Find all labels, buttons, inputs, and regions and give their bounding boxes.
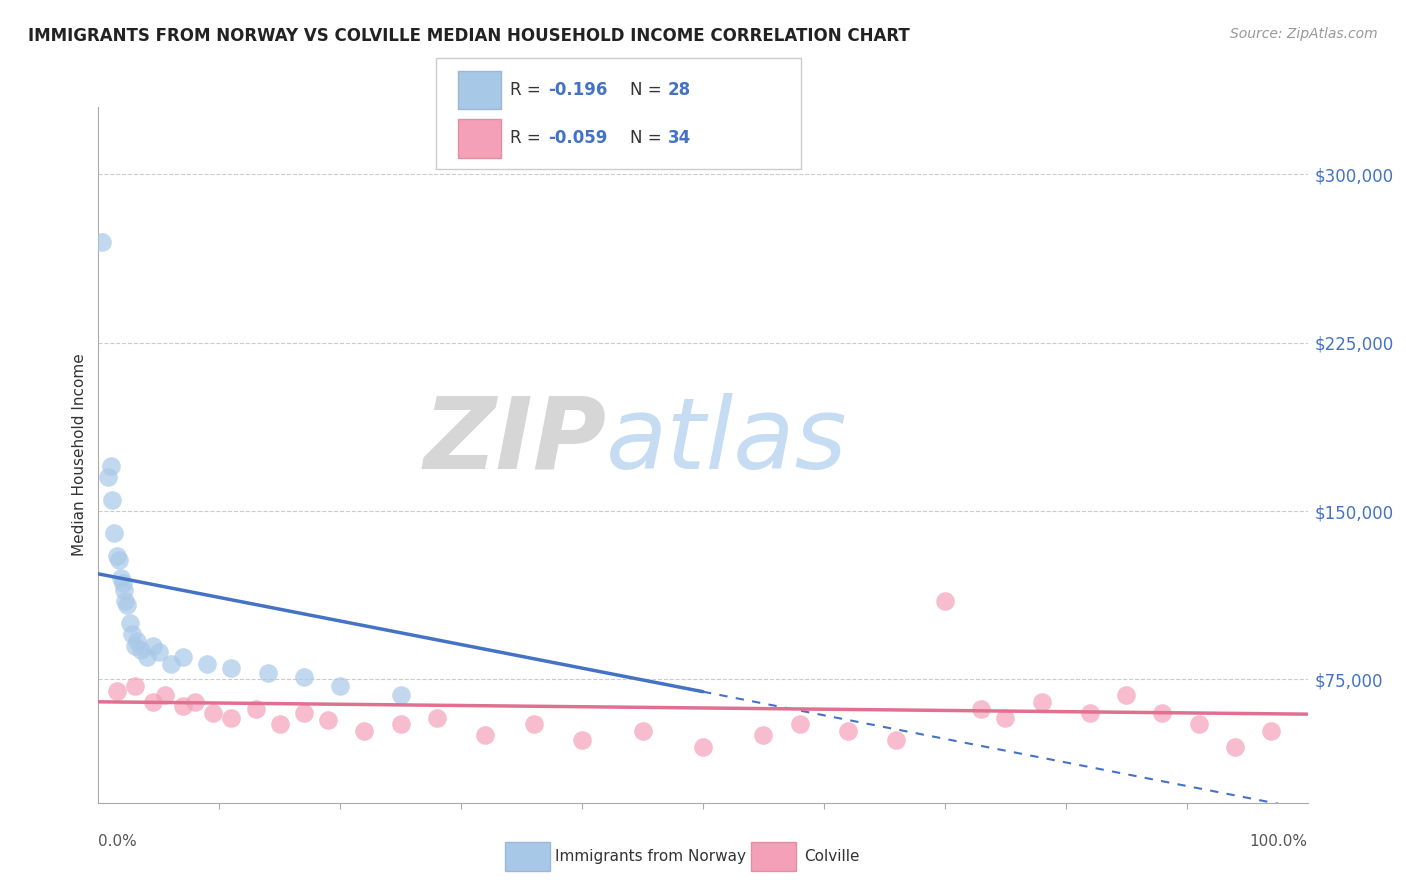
Point [127, 634, 149, 648]
Point [129, 643, 152, 657]
Point [221, 661, 243, 675]
Point [118, 616, 141, 631]
Point [316, 713, 339, 727]
Text: N =: N = [630, 81, 666, 99]
Text: N =: N = [630, 129, 666, 147]
Point [160, 657, 183, 671]
Point [184, 695, 207, 709]
Point [195, 657, 218, 671]
Point [100, 492, 122, 507]
Point [523, 717, 546, 731]
Point [172, 699, 194, 714]
Point [752, 729, 775, 743]
Point [292, 706, 315, 720]
Point [110, 571, 132, 585]
Text: R =: R = [510, 81, 547, 99]
Point [994, 710, 1017, 724]
Point [172, 649, 194, 664]
Point [142, 639, 165, 653]
Text: Immigrants from Norway: Immigrants from Norway [555, 849, 747, 863]
Point [111, 575, 134, 590]
Text: Source: ZipAtlas.com: Source: ZipAtlas.com [1230, 27, 1378, 41]
Point [202, 706, 225, 720]
Point [389, 717, 412, 731]
Point [1078, 706, 1101, 720]
Point [103, 526, 125, 541]
Point [970, 701, 993, 715]
Point [1115, 688, 1137, 702]
Text: atlas: atlas [606, 392, 848, 490]
Point [329, 679, 352, 693]
Text: Colville: Colville [804, 849, 859, 863]
Text: R =: R = [510, 129, 547, 147]
Point [1223, 739, 1246, 754]
Point [121, 627, 143, 641]
Point [389, 688, 412, 702]
Text: -0.059: -0.059 [548, 129, 607, 147]
Point [100, 459, 122, 474]
Point [91, 235, 114, 249]
Point [245, 701, 267, 715]
Point [837, 723, 859, 738]
Text: 100.0%: 100.0% [1250, 834, 1308, 849]
Point [1260, 723, 1282, 738]
Point [789, 717, 811, 731]
Point [1031, 695, 1053, 709]
Text: IMMIGRANTS FROM NORWAY VS COLVILLE MEDIAN HOUSEHOLD INCOME CORRELATION CHART: IMMIGRANTS FROM NORWAY VS COLVILLE MEDIA… [28, 27, 910, 45]
Point [221, 710, 243, 724]
Point [269, 717, 291, 731]
Point [256, 665, 278, 680]
Point [292, 670, 315, 684]
Text: ZIP: ZIP [423, 392, 606, 490]
Point [148, 645, 170, 659]
Point [353, 723, 375, 738]
Point [105, 683, 128, 698]
Point [474, 729, 496, 743]
Point [97, 470, 120, 484]
Point [114, 594, 136, 608]
Point [571, 733, 593, 747]
Y-axis label: Median Household Income: Median Household Income [72, 353, 87, 557]
Point [886, 733, 908, 747]
Point [692, 739, 714, 754]
Point [934, 594, 956, 608]
Point [1152, 706, 1174, 720]
Text: 28: 28 [668, 81, 690, 99]
Point [112, 582, 135, 597]
Point [631, 723, 654, 738]
Point [426, 710, 449, 724]
Point [153, 688, 176, 702]
Text: 0.0%: 0.0% [98, 834, 138, 849]
Text: -0.196: -0.196 [548, 81, 607, 99]
Point [108, 553, 131, 567]
Point [142, 695, 165, 709]
Text: 34: 34 [668, 129, 692, 147]
Point [124, 679, 146, 693]
Point [1188, 717, 1211, 731]
Point [105, 549, 128, 563]
Point [124, 639, 146, 653]
Point [117, 599, 139, 613]
Point [135, 649, 157, 664]
